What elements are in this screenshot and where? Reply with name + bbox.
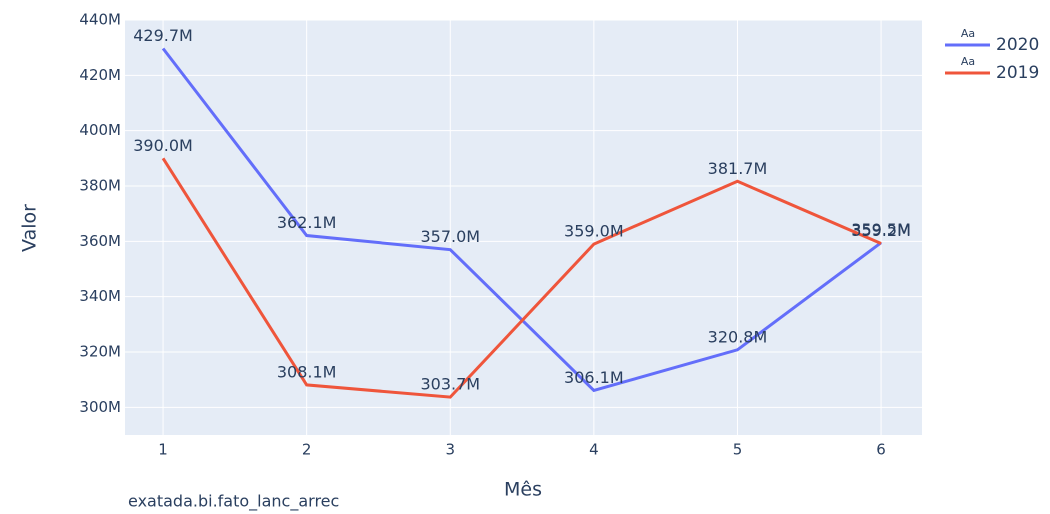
x-axis-label: Mês <box>504 479 542 501</box>
legend-label: 2020 <box>996 35 1039 55</box>
x-tick-label: 3 <box>445 441 455 459</box>
y-tick-label: 320M <box>79 343 121 361</box>
x-tick-label: 4 <box>589 441 599 459</box>
data-label: 308.1M <box>277 362 337 381</box>
data-label: 320.8M <box>708 327 768 346</box>
data-label: 362.1M <box>277 213 337 232</box>
y-tick-label: 340M <box>79 287 121 305</box>
x-tick-label: 1 <box>158 441 168 459</box>
x-tick-label: 6 <box>876 441 886 459</box>
y-tick-label: 300M <box>79 398 121 416</box>
x-tick-label: 2 <box>302 441 312 459</box>
legend-marker: Aa <box>961 55 975 68</box>
line <box>161 157 882 399</box>
data-label: 359.5M <box>851 220 911 239</box>
x-tick-label: 5 <box>733 441 743 459</box>
y-axis-label: Valor <box>19 204 41 252</box>
y-tick-label: 420M <box>79 66 121 84</box>
data-label: 306.1M <box>564 368 624 387</box>
data-label: 357.0M <box>420 227 480 246</box>
plot-area <box>125 20 922 435</box>
y-tick-label: 380M <box>79 177 121 195</box>
y-tick-label: 400M <box>79 121 121 139</box>
data-label: 359.0M <box>564 222 624 241</box>
y-tick-label: 440M <box>79 11 121 29</box>
legend-marker: Aa <box>961 27 975 40</box>
data-label: 359.2M <box>851 221 911 240</box>
data-label: 390.0M <box>133 136 193 155</box>
data-label: 429.7M <box>133 26 193 45</box>
data-label: 381.7M <box>708 159 768 178</box>
data-label: 303.7M <box>420 375 480 394</box>
y-tick-label: 360M <box>79 232 121 250</box>
annotation: exatada.bi.fato_lanc_arrec <box>128 492 339 512</box>
legend-label: 2019 <box>996 63 1039 83</box>
